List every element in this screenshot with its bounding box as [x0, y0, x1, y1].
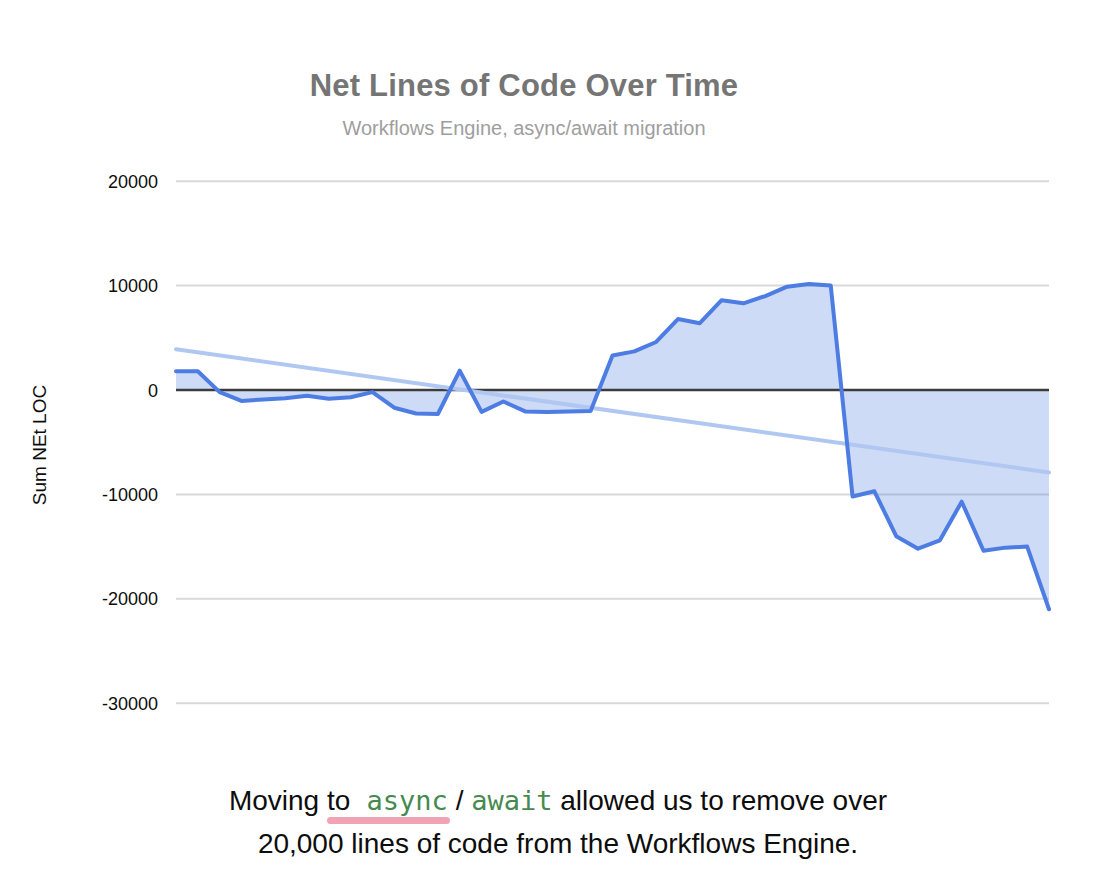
y-tick-label: 20000 — [108, 172, 158, 192]
y-tick-label: -10000 — [102, 485, 158, 505]
area-fill — [176, 284, 1049, 609]
caption-code-async: async — [350, 785, 448, 816]
caption-underlined-phrase: to async — [327, 779, 448, 822]
caption: Moving to async / await allowed us to re… — [0, 779, 1116, 865]
chart-page: 20000 10000 0 -10000 -20000 -30000 Sum NEt LOC… — [0, 0, 1116, 888]
y-tick-label: 0 — [148, 381, 158, 401]
chart-title: Net Lines of Code Over Time — [0, 68, 1048, 104]
y-tick-label: -30000 — [102, 694, 158, 714]
y-axis-title: Sum NEt LOC — [29, 385, 50, 505]
y-tick-label: 10000 — [108, 276, 158, 296]
caption-line-2: 20,000 lines of code from the Workflows … — [0, 822, 1116, 865]
caption-code-await: await — [471, 785, 552, 816]
caption-pre: Moving — [229, 785, 327, 816]
caption-post: allowed us to remove over — [552, 785, 887, 816]
title-block: Net Lines of Code Over Time Workflows En… — [0, 68, 1048, 140]
chart-subtitle: Workflows Engine, async/await migration — [0, 117, 1048, 140]
y-tick-label: -20000 — [102, 589, 158, 609]
caption-word-to: to — [327, 785, 350, 816]
caption-line-1: Moving to async / await allowed us to re… — [0, 779, 1116, 822]
caption-separator: / — [448, 785, 471, 816]
